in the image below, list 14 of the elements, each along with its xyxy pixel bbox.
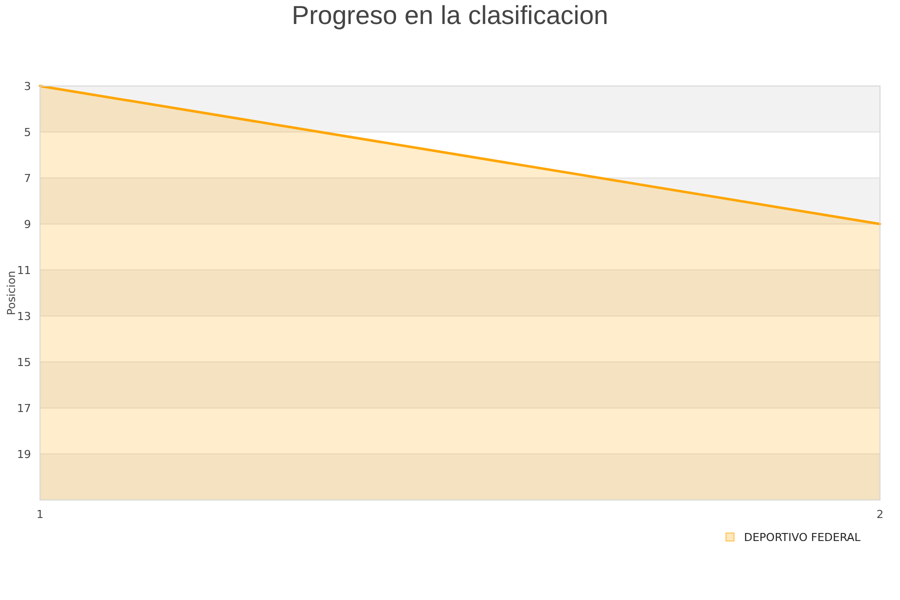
y-axis-title: Posicion [5,270,18,316]
legend-label: DEPORTIVO FEDERAL [744,530,862,544]
y-tick-label: 5 [24,126,31,139]
x-tick-label: 1 [36,508,44,521]
y-tick-label: 13 [17,310,31,323]
y-tick-label: 11 [17,264,31,277]
y-tick-label: 9 [24,218,31,231]
y-tick-label: 19 [17,448,31,461]
x-tick-label: 2 [876,508,884,521]
chart-title: Progreso en la clasificacion [292,0,608,30]
y-tick-label: 3 [24,80,31,93]
y-tick-label: 17 [17,402,31,415]
y-tick-label: 15 [17,356,31,369]
y-tick-label: 7 [24,172,31,185]
